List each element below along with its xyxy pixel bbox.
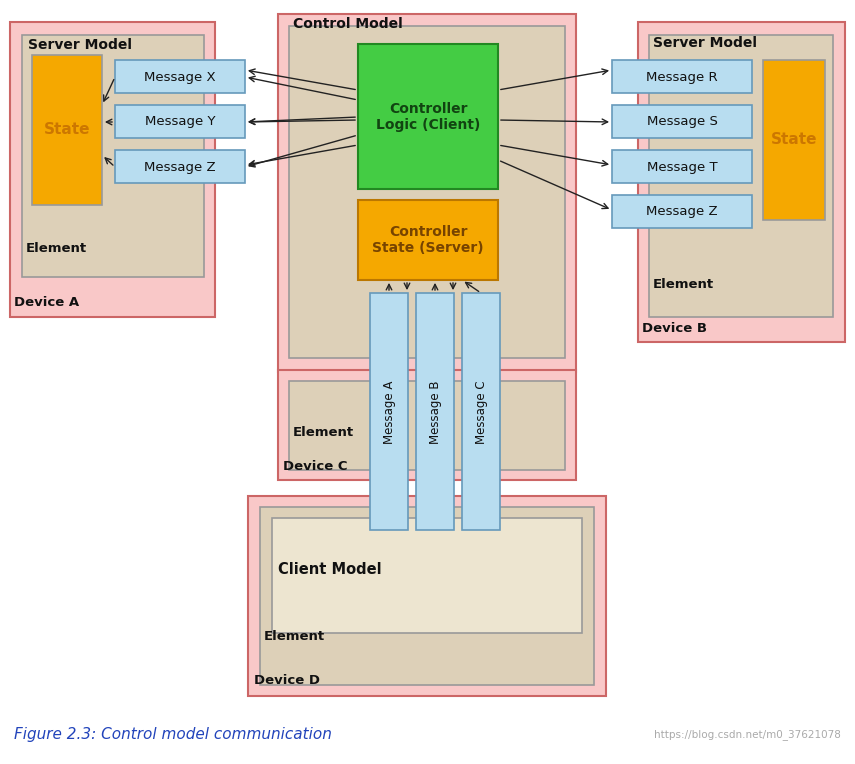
Text: Device D: Device D <box>254 675 320 688</box>
Text: State: State <box>770 132 817 147</box>
Text: Message R: Message R <box>646 70 718 83</box>
Text: Device A: Device A <box>14 296 80 309</box>
Text: Message C: Message C <box>475 380 487 444</box>
Text: Element: Element <box>26 241 87 254</box>
Bar <box>612 195 752 228</box>
Text: Element: Element <box>653 279 714 292</box>
Text: Message A: Message A <box>382 380 396 444</box>
Text: Server Model: Server Model <box>28 38 132 52</box>
Bar <box>248 496 606 696</box>
Bar <box>278 14 576 372</box>
Bar <box>289 26 565 358</box>
Text: State: State <box>44 122 91 138</box>
Text: Controller
State (Server): Controller State (Server) <box>372 225 484 255</box>
Bar <box>416 293 454 530</box>
Text: Message Z: Message Z <box>646 206 718 219</box>
Bar <box>22 35 204 277</box>
Bar <box>370 293 408 530</box>
Text: Controller
Logic (Client): Controller Logic (Client) <box>376 102 481 132</box>
Text: Message B: Message B <box>428 380 441 444</box>
Text: Message Z: Message Z <box>144 160 215 173</box>
Bar <box>638 22 845 342</box>
Bar <box>612 105 752 138</box>
Bar <box>612 150 752 183</box>
Text: Element: Element <box>264 630 325 643</box>
Text: Message X: Message X <box>144 70 215 83</box>
Text: Message S: Message S <box>646 115 717 128</box>
Text: Message Y: Message Y <box>144 115 215 128</box>
Bar <box>358 44 498 189</box>
Bar <box>272 518 582 633</box>
Bar <box>649 35 833 317</box>
Bar <box>260 507 594 685</box>
Bar <box>462 293 500 530</box>
Text: Server Model: Server Model <box>653 36 757 50</box>
Bar <box>115 105 245 138</box>
Text: Control Model: Control Model <box>293 17 403 31</box>
Text: https://blog.csdn.net/m0_37621078: https://blog.csdn.net/m0_37621078 <box>654 730 841 740</box>
Bar <box>115 150 245 183</box>
Bar <box>358 200 498 280</box>
Bar <box>278 370 576 480</box>
Text: Figure 2.3: Control model communication: Figure 2.3: Control model communication <box>14 727 332 743</box>
Text: Device C: Device C <box>283 459 347 472</box>
Bar <box>32 55 102 205</box>
Text: Element: Element <box>293 426 354 439</box>
Bar <box>10 22 215 317</box>
Bar <box>612 60 752 93</box>
Text: Client Model: Client Model <box>278 562 381 578</box>
Bar <box>763 60 825 220</box>
Bar <box>115 60 245 93</box>
Bar <box>289 381 565 470</box>
Text: Device B: Device B <box>642 322 707 335</box>
Text: Message T: Message T <box>646 160 717 173</box>
